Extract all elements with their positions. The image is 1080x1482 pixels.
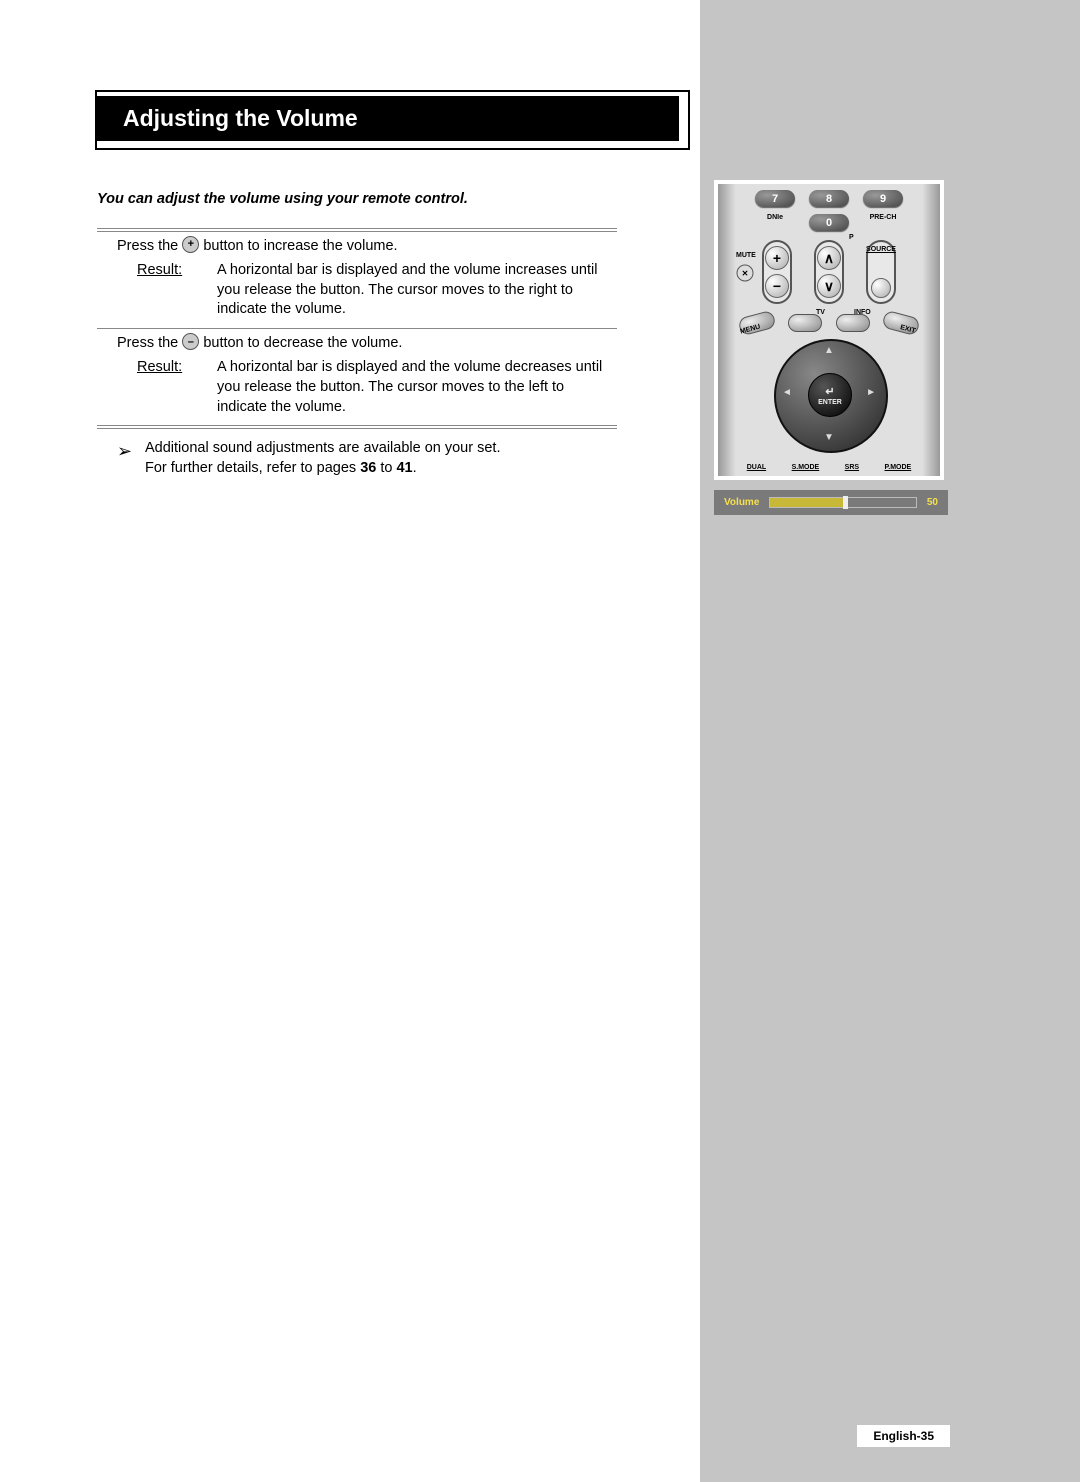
source-label: SOURCE [866, 246, 896, 253]
note-block: ➢ Additional sound adjustments are avail… [117, 439, 617, 478]
note-mid: to [376, 460, 396, 476]
result-text: A horizontal bar is displayed and the vo… [217, 358, 617, 417]
note-line2-pre: For further details, refer to pages [145, 460, 360, 476]
dual-label: DUAL [747, 464, 766, 471]
plus-icon: + [182, 236, 199, 253]
enter-label: ENTER [818, 399, 842, 406]
srs-label: SRS [845, 464, 859, 471]
num-7-button: 7 [755, 190, 795, 207]
osd-bar [769, 497, 916, 508]
svg-text:✕: ✕ [742, 269, 749, 278]
osd-value: 50 [927, 497, 938, 508]
press-suffix: button to increase the volume. [203, 238, 397, 254]
press-suffix: button to decrease the volume. [203, 335, 402, 351]
result-label: Result: [137, 358, 217, 417]
page-title: Adjusting the Volume [95, 96, 679, 141]
channel-pill: ∧ ∨ [814, 240, 844, 304]
source-pill: SOURCE [866, 240, 896, 304]
dpad-up-icon: ▲ [824, 345, 834, 356]
dnie-label: DNIe [755, 214, 795, 231]
page-ref-a: 36 [360, 460, 376, 476]
volume-pill: + − [762, 240, 792, 304]
tv-button [788, 314, 822, 332]
dpad-left-icon: ◄ [782, 387, 792, 398]
volume-up-button: + [765, 246, 789, 270]
divider [97, 425, 617, 429]
result-text: A horizontal bar is displayed and the vo… [217, 261, 617, 320]
dpad-right-icon: ► [866, 387, 876, 398]
content-area: You can adjust the volume using your rem… [97, 190, 617, 478]
press-label: Press the [117, 238, 178, 254]
remote-body: 7 8 9 DNIe 0 PRE-CH + − MUTE ✕ ∧ ∨ P SOU… [718, 184, 940, 476]
page-number: English-35 [857, 1425, 950, 1447]
osd-thumb [843, 496, 848, 509]
step-decrease: Press the – button to decrease the volum… [117, 334, 617, 354]
number-row-0: DNIe 0 PRE-CH [718, 214, 940, 231]
num-8-button: 8 [809, 190, 849, 207]
num-9-button: 9 [863, 190, 903, 207]
mute-icon: ✕ [736, 264, 754, 282]
note-line1: Additional sound adjustments are availab… [145, 440, 500, 456]
osd-label: Volume [724, 497, 759, 508]
result-label: Result: [137, 261, 217, 320]
channel-down-button: ∨ [817, 274, 841, 298]
num-0-button: 0 [809, 214, 849, 231]
pmode-label: P.MODE [885, 464, 912, 471]
number-row-789: 7 8 9 [718, 190, 940, 207]
note-dot: . [413, 460, 417, 476]
divider [97, 228, 617, 232]
enter-icon: ↵ [825, 385, 834, 398]
result-row: Result: A horizontal bar is displayed an… [137, 358, 617, 417]
remote-illustration: 7 8 9 DNIe 0 PRE-CH + − MUTE ✕ ∧ ∨ P SOU… [714, 180, 944, 480]
press-label: Press the [117, 335, 178, 351]
step-increase: Press the + button to increase the volum… [117, 237, 617, 257]
p-label: P [849, 234, 854, 241]
page-ref-b: 41 [396, 460, 412, 476]
smode-label: S.MODE [792, 464, 820, 471]
note-body: Additional sound adjustments are availab… [145, 439, 617, 478]
info-button [836, 314, 870, 332]
channel-up-button: ∧ [817, 246, 841, 270]
result-row: Result: A horizontal bar is displayed an… [137, 261, 617, 320]
mute-label: MUTE [736, 252, 756, 259]
source-button [871, 278, 891, 298]
prech-label: PRE-CH [863, 214, 903, 231]
intro-text: You can adjust the volume using your rem… [97, 190, 617, 210]
volume-down-button: − [765, 274, 789, 298]
osd-fill [770, 498, 843, 507]
dpad-down-icon: ▼ [824, 432, 834, 443]
minus-icon: – [182, 333, 199, 350]
dpad: ▲ ▼ ◄ ► ↵ ENTER [774, 339, 884, 449]
note-arrow-icon: ➢ [117, 439, 145, 478]
bottom-label-row: DUAL S.MODE SRS P.MODE [718, 464, 940, 471]
volume-osd: Volume 50 [714, 490, 948, 515]
enter-button: ↵ ENTER [808, 373, 852, 417]
divider [97, 328, 617, 329]
